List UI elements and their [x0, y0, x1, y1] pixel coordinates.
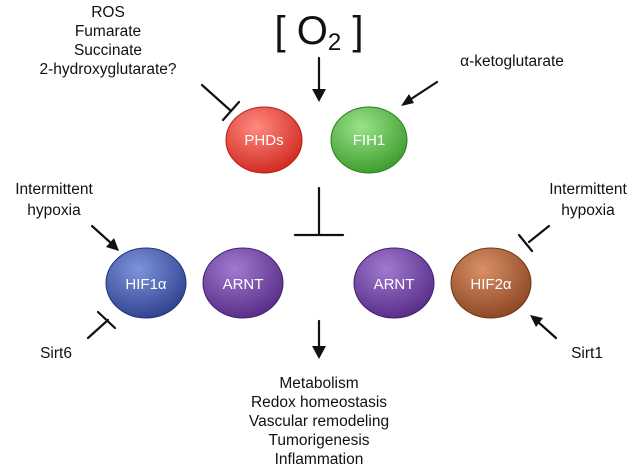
- inhibitor-ros: ROS: [91, 4, 125, 21]
- left-hypoxia: hypoxia: [27, 202, 81, 219]
- fih1-label: FIH1: [353, 132, 386, 149]
- node-arnt-right: ARNT: [353, 247, 435, 319]
- phds-ellipse: [225, 106, 303, 174]
- outcome-list: Metabolism Redox homeostasis Vascular re…: [249, 375, 389, 468]
- inhibitor-2hg: 2-hydroxyglutarate?: [40, 61, 177, 78]
- arnt-right-ellipse: [353, 247, 435, 319]
- inhibit-edge-hydroxylases-hif: [293, 186, 345, 237]
- inhibit-edge-hypoxia-hif2a: [517, 224, 551, 253]
- hif2a-ellipse: [450, 247, 532, 319]
- outcome-vascular: Vascular remodeling: [249, 413, 389, 430]
- outcome-metabolism: Metabolism: [279, 375, 358, 392]
- hif1a-ellipse: [105, 247, 187, 319]
- phds-label: PHDs: [244, 132, 283, 149]
- outcome-tumorigenesis: Tumorigenesis: [268, 432, 369, 449]
- outcome-redox: Redox homeostasis: [251, 394, 387, 411]
- hif1a-label: HIF1α: [125, 276, 167, 293]
- node-phds: PHDs: [225, 106, 303, 174]
- node-fih1: FIH1: [330, 106, 408, 174]
- arrow-hypoxia-hif1a: [90, 224, 119, 251]
- phd-inhibitor-list: ROS Fumarate Succinate 2-hydroxyglutarat…: [40, 4, 177, 78]
- regulator-right-top: Intermittent hypoxia: [549, 181, 627, 219]
- outcome-inflammation: Inflammation: [275, 451, 364, 468]
- arrow-hif-outcomes: [312, 319, 326, 359]
- node-hif2a: HIF2α: [450, 247, 532, 319]
- inhibitor-fumarate: Fumarate: [75, 23, 141, 40]
- regulator-sirt1: Sirt1: [571, 345, 603, 362]
- arnt-left-ellipse: [202, 247, 284, 319]
- arrow-sirt1-hif2a: [530, 315, 558, 340]
- node-hif1a: HIF1α: [105, 247, 187, 319]
- right-intermittent: Intermittent: [549, 181, 627, 198]
- arrow-akg-fih1: [401, 80, 439, 106]
- left-intermittent: Intermittent: [15, 181, 93, 198]
- arnt-right-label: ARNT: [374, 276, 415, 293]
- oxygen-label: [ O2 ]: [275, 9, 364, 56]
- right-hypoxia: hypoxia: [561, 202, 615, 219]
- inhibitor-succinate: Succinate: [74, 42, 142, 59]
- regulator-sirt6: Sirt6: [40, 345, 72, 362]
- regulator-left-top: Intermittent hypoxia: [15, 181, 93, 219]
- hif2a-label: HIF2α: [470, 276, 512, 293]
- fih1-ellipse: [330, 106, 408, 174]
- inhibit-edge-sirt6-hif1a: [86, 310, 117, 340]
- arnt-left-label: ARNT: [223, 276, 264, 293]
- arrow-o2-down: [312, 56, 326, 102]
- activator-akg: α-ketoglutarate: [460, 53, 564, 70]
- node-arnt-left: ARNT: [202, 247, 284, 319]
- inhibit-edge-metabolites-phds: [200, 83, 241, 122]
